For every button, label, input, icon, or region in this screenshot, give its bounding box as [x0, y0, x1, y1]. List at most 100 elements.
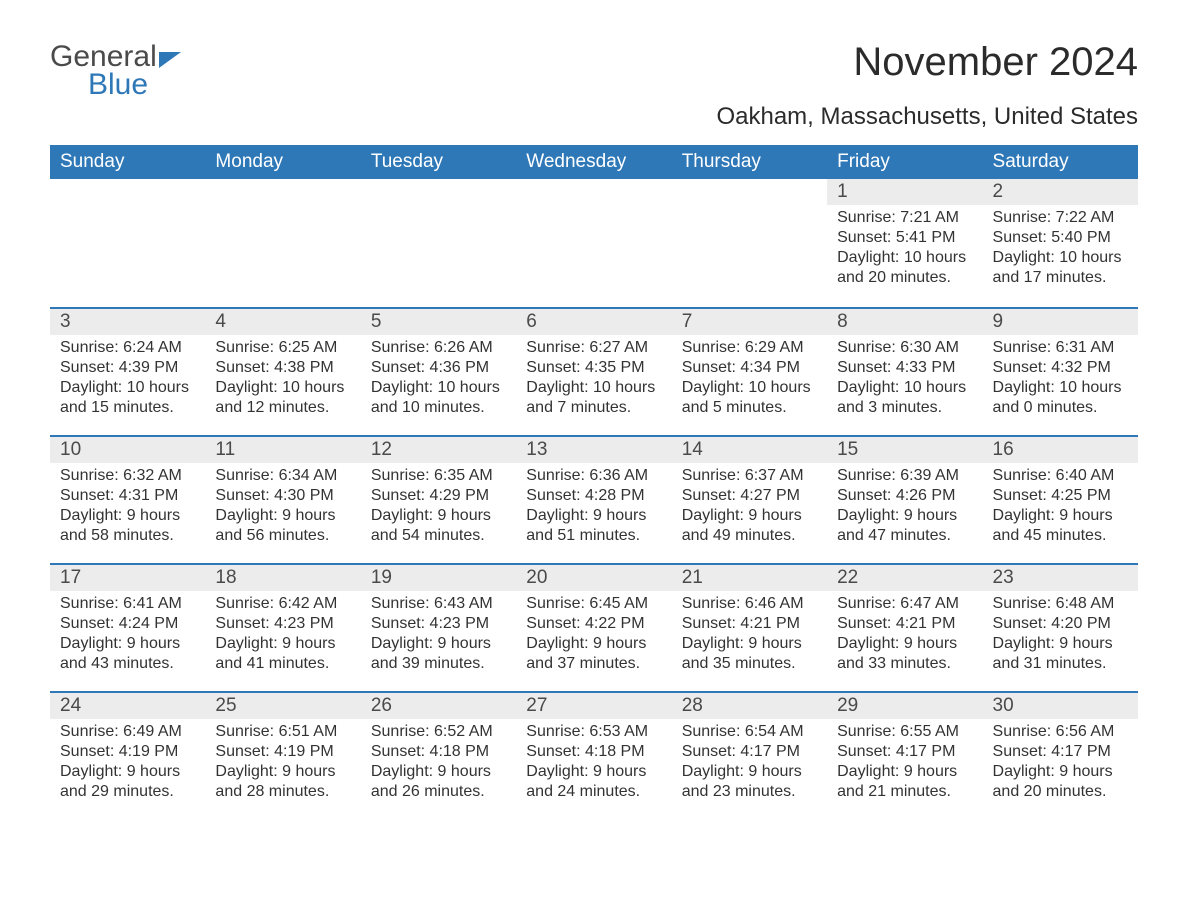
sunrise-line-value: 6:36 AM — [589, 467, 648, 484]
day-details: Sunrise: 6:42 AM Sunset: 4:23 PMDaylight:… — [205, 591, 360, 680]
sunset-line: Sunset: 4:27 PM — [682, 486, 817, 506]
sunset-line: Sunset: 4:21 PM — [682, 614, 817, 634]
day-number: 1 — [827, 179, 982, 205]
day-details: Sunrise: 6:24 AMSunset: 4:39 PMDaylight:… — [50, 335, 205, 424]
calendar-day-cell: 20Sunrise: 6:45 AMSunset: 4:22 PMDayligh… — [516, 563, 671, 691]
sunrise-line-value: 6:27 AM — [589, 339, 648, 356]
day-number: 20 — [516, 565, 671, 591]
day-number: 15 — [827, 437, 982, 463]
calendar-day-cell: 1Sunrise: 7:21 AMSunset: 5:41 PMDaylight… — [827, 179, 982, 307]
sunrise-line-label: Sunrise: — [60, 723, 123, 740]
day-details: Sunrise: 6:30 AMSunset: 4:33 PMDaylight:… — [827, 335, 982, 424]
sunrise-line-value: 6:56 AM — [1056, 723, 1115, 740]
sunset-line-value: 4:20 PM — [1051, 615, 1111, 632]
day-details: Sunrise: 6:35 AMSunset: 4:29 PMDaylight:… — [361, 463, 516, 552]
weekday-header: Wednesday — [516, 145, 671, 179]
day-number: 16 — [983, 437, 1138, 463]
sunrise-line-label: Sunrise: — [993, 209, 1056, 226]
sunrise-line-value: 6:41 AM — [123, 595, 182, 612]
sunrise-line-label: Sunrise: — [60, 467, 123, 484]
sunset-line-value: 4:19 PM — [274, 743, 334, 760]
day-number: 25 — [205, 693, 360, 719]
sunset-line-value: 4:39 PM — [119, 359, 179, 376]
daylight-line-label: Daylight: — [682, 635, 749, 652]
sunrise-line-value: 6:40 AM — [1056, 467, 1115, 484]
day-number: 29 — [827, 693, 982, 719]
sunset-line: Sunset: 4:26 PM — [837, 486, 972, 506]
sunset-line-value: 4:32 PM — [1051, 359, 1111, 376]
day-details: Sunrise: 6:54 AMSunset: 4:17 PMDaylight:… — [672, 719, 827, 808]
sunrise-line-value: 6:31 AM — [1056, 339, 1115, 356]
sunset-line: Sunset: 4:18 PM — [371, 742, 506, 762]
sunrise-line-value: 6:49 AM — [123, 723, 182, 740]
day-details: Sunrise: 6:32 AMSunset: 4:31 PMDaylight:… — [50, 463, 205, 552]
daylight-line-label: Daylight: — [993, 635, 1060, 652]
sunset-line: Sunset: 5:40 PM — [993, 228, 1128, 248]
sunset-line-value: 4:38 PM — [274, 359, 334, 376]
sunset-line-label: Sunset: — [526, 487, 585, 504]
daylight-line-label: Daylight: — [60, 763, 127, 780]
weekday-header: Sunday — [50, 145, 205, 179]
sunrise-line: Sunrise: 6:55 AM — [837, 722, 972, 742]
sunrise-line-value: 6:53 AM — [589, 723, 648, 740]
weekday-header: Friday — [827, 145, 982, 179]
sunset-line-value: 4:17 PM — [1051, 743, 1111, 760]
day-details: Sunrise: 6:43 AMSunset: 4:23 PMDaylight:… — [361, 591, 516, 680]
daylight-line: Daylight: 9 hours and 31 minutes. — [993, 634, 1128, 674]
sunrise-line-value: 6:54 AM — [745, 723, 804, 740]
day-number: 23 — [983, 565, 1138, 591]
sunset-line-label: Sunset: — [993, 229, 1052, 246]
sunset-line: Sunset: 4:23 PM — [215, 614, 350, 634]
sunrise-line: Sunrise: 6:54 AM — [682, 722, 817, 742]
calendar-day-cell: 30Sunrise: 6:56 AMSunset: 4:17 PMDayligh… — [983, 691, 1138, 819]
sunset-line-value: 4:21 PM — [740, 615, 800, 632]
sunrise-line-value: 6:48 AM — [1056, 595, 1115, 612]
daylight-line-label: Daylight: — [215, 763, 282, 780]
daylight-line: Daylight: 10 hours and 5 minutes. — [682, 378, 817, 418]
sunset-line-label: Sunset: — [682, 743, 741, 760]
daylight-line-label: Daylight: — [526, 507, 593, 524]
daylight-line-label: Daylight: — [60, 379, 127, 396]
header: General Blue November 2024 Oakham, Massa… — [50, 40, 1138, 131]
calendar-day-cell: 11Sunrise: 6:34 AMSunset: 4:30 PMDayligh… — [205, 435, 360, 563]
calendar-day-cell: 13Sunrise: 6:36 AMSunset: 4:28 PMDayligh… — [516, 435, 671, 563]
sunrise-line: Sunrise: 6:34 AM — [215, 466, 350, 486]
sunset-line: Sunset: 4:38 PM — [215, 358, 350, 378]
calendar-day-cell: 5Sunrise: 6:26 AMSunset: 4:36 PMDaylight… — [361, 307, 516, 435]
sunrise-line: Sunrise: 6:47 AM — [837, 594, 972, 614]
day-number: 5 — [361, 309, 516, 335]
sunrise-line-label: Sunrise: — [215, 595, 278, 612]
calendar-day-cell: 18 Sunrise: 6:42 AM Sunset: 4:23 PMDayligh… — [205, 563, 360, 691]
daylight-line-label: Daylight: — [682, 507, 749, 524]
day-details: Sunrise: 6:55 AMSunset: 4:17 PMDaylight:… — [827, 719, 982, 808]
sunrise-line-label: Sunrise: — [837, 723, 900, 740]
sunset-line-value: 4:18 PM — [585, 743, 645, 760]
sunrise-line-label: Sunrise: — [215, 339, 278, 356]
sunrise-line-value: 6:52 AM — [434, 723, 493, 740]
sunrise-line-value: 6:43 AM — [434, 595, 493, 612]
calendar-week-row: 10Sunrise: 6:32 AMSunset: 4:31 PMDayligh… — [50, 435, 1138, 563]
daylight-line: Daylight: 9 hours and 24 minutes. — [526, 762, 661, 802]
sunrise-line-label: Sunrise: — [993, 339, 1056, 356]
sunrise-line-label: Sunrise: — [60, 339, 123, 356]
daylight-line-label: Daylight: — [215, 635, 282, 652]
sunset-line-label: Sunset: — [837, 229, 896, 246]
calendar-day-cell: 3Sunrise: 6:24 AMSunset: 4:39 PMDaylight… — [50, 307, 205, 435]
day-details: Sunrise: 6:41 AMSunset: 4:24 PMDaylight:… — [50, 591, 205, 680]
daylight-line: Daylight: 9 hours and 23 minutes. — [682, 762, 817, 802]
sunset-line-value: 4:18 PM — [430, 743, 490, 760]
daylight-line: Daylight: 9 hours and 21 minutes. — [837, 762, 972, 802]
sunset-line-label: Sunset: — [215, 743, 274, 760]
day-number: 18 — [205, 565, 360, 591]
sunrise-line-label: Sunrise: — [60, 595, 123, 612]
sunrise-line: Sunrise: 6:31 AM — [993, 338, 1128, 358]
sunset-line: Sunset: 4:23 PM — [371, 614, 506, 634]
calendar-week-row: 1Sunrise: 7:21 AMSunset: 5:41 PMDaylight… — [50, 179, 1138, 307]
sunset-line-value: 4:30 PM — [274, 487, 334, 504]
daylight-line-label: Daylight: — [993, 249, 1060, 266]
sunrise-line-value: 6:42 AM — [279, 595, 338, 612]
sunset-line-value: 4:34 PM — [740, 359, 800, 376]
sunrise-line: Sunrise: 6:52 AM — [371, 722, 506, 742]
day-details: Sunrise: 6:56 AMSunset: 4:17 PMDaylight:… — [983, 719, 1138, 808]
sunset-line-value: 4:35 PM — [585, 359, 645, 376]
